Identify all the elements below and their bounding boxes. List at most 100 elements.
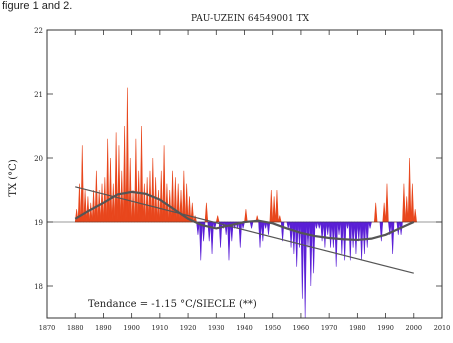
plot-area: [47, 87, 442, 319]
smoothed-trend-curve: [74, 190, 415, 242]
negative-anomaly-band: [266, 221, 271, 235]
y-tick-label: 19: [34, 219, 43, 227]
x-tick-label: 1970: [321, 324, 338, 332]
positive-anomaly-band: [204, 202, 209, 223]
positive-anomaly-band: [176, 183, 180, 223]
x-tick-label: 1950: [264, 324, 281, 332]
positive-anomaly-band: [105, 138, 110, 223]
negative-anomaly-band: [238, 221, 242, 248]
negative-anomaly-band: [348, 221, 353, 261]
negative-anomaly-band: [334, 221, 338, 267]
positive-anomaly-band: [413, 209, 417, 223]
positive-anomaly-band: [405, 196, 409, 223]
positive-anomaly-band: [91, 189, 96, 223]
positive-anomaly-band: [122, 125, 127, 223]
positive-anomaly-band: [136, 170, 141, 223]
x-tick-label: 1870: [39, 324, 56, 332]
x-tick-label: 1910: [152, 324, 169, 332]
x-tick-label: 1980: [349, 324, 366, 332]
negative-anomaly-band: [227, 221, 231, 261]
y-tick-label: 22: [34, 27, 43, 35]
negative-anomaly-band: [314, 221, 319, 229]
positive-anomaly-band: [173, 177, 178, 223]
negative-anomaly-band: [207, 221, 211, 242]
positive-anomaly-band: [103, 177, 107, 223]
x-tick-label: 1880: [67, 324, 84, 332]
negative-anomaly-band: [309, 221, 313, 287]
positive-anomaly-band: [74, 209, 79, 223]
positive-anomaly-band: [142, 183, 147, 223]
negative-anomaly-band: [362, 221, 367, 255]
positive-anomaly-band: [94, 170, 99, 223]
positive-anomaly-band: [244, 209, 248, 223]
x-tick-label: 2000: [406, 324, 423, 332]
positive-anomaly-band: [153, 177, 158, 223]
negative-anomaly-band: [368, 221, 372, 229]
negative-anomaly-band: [280, 221, 285, 242]
negative-anomaly-band: [357, 221, 361, 242]
x-tick-label: 1890: [95, 324, 112, 332]
negative-anomaly-band: [289, 221, 293, 248]
positive-anomaly-band: [179, 189, 183, 223]
negative-anomaly-band: [337, 221, 341, 235]
positive-anomaly-band: [162, 145, 166, 223]
trend-annotation: Tendance = -1.15 °C/SIECLE (**): [88, 299, 257, 310]
positive-anomaly-band: [385, 183, 389, 223]
negative-anomaly-band: [365, 221, 369, 248]
positive-anomaly-band: [88, 202, 93, 223]
positive-anomaly-band: [117, 145, 121, 223]
negative-anomaly-band: [342, 221, 347, 261]
positive-anomaly-band: [402, 183, 406, 223]
positive-anomaly-band: [382, 202, 386, 223]
negative-anomaly-band: [292, 221, 296, 255]
positive-anomaly-band: [145, 177, 149, 223]
y-tick-label: 21: [34, 91, 43, 99]
negative-anomaly-band: [351, 221, 355, 248]
negative-anomaly-band: [331, 221, 336, 248]
positive-anomaly-band: [131, 189, 135, 223]
positive-anomaly-band: [277, 215, 282, 223]
negative-anomaly-band: [249, 221, 254, 229]
negative-anomaly-band: [261, 221, 265, 242]
positive-anomaly-band: [128, 157, 132, 223]
linear-trend-line: [75, 186, 414, 274]
axes: 1870 1880 1890 1900 1910 1920 1930 1940 1950 1960…: [34, 27, 450, 332]
negative-anomaly-band: [224, 221, 228, 235]
negative-anomaly-band: [390, 221, 395, 255]
negative-anomaly-band: [317, 221, 322, 229]
y-tick-label: 18: [34, 283, 43, 291]
positive-anomaly-band: [170, 170, 175, 223]
negative-anomaly-band: [325, 221, 330, 235]
y-tick-label: 20: [34, 155, 43, 163]
x-tick-label: 1940: [236, 324, 253, 332]
negative-anomaly-band: [303, 221, 307, 319]
negative-anomaly-band: [320, 221, 324, 242]
positive-anomaly-band: [373, 202, 378, 223]
positive-anomaly-band: [139, 125, 144, 223]
positive-anomaly-band: [80, 145, 84, 223]
negative-anomaly-band: [328, 221, 333, 248]
negative-anomaly-band: [218, 221, 223, 248]
chart-title: PAU-UZEIN 64549001 TX: [191, 14, 310, 24]
negative-anomaly-band: [345, 221, 350, 229]
positive-anomaly-band: [120, 170, 124, 223]
positive-anomaly-band: [134, 138, 138, 223]
negative-anomaly-band: [379, 221, 384, 242]
positive-anomaly-band: [159, 170, 163, 223]
positive-anomaly-band: [156, 189, 161, 223]
negative-anomaly-band: [199, 221, 203, 261]
x-tick-label: 1960: [293, 324, 310, 332]
positive-anomaly-band: [86, 196, 90, 223]
x-tick-label: 1930: [208, 324, 225, 332]
positive-anomaly-band: [410, 183, 415, 223]
positive-anomaly-band: [407, 157, 412, 223]
negative-anomaly-band: [359, 221, 364, 261]
positive-anomaly-band: [114, 132, 118, 223]
negative-anomaly-band: [354, 221, 358, 255]
negative-anomaly-band: [294, 221, 299, 267]
x-tick-label: 1900: [123, 324, 140, 332]
y-axis-label: TX (°C): [8, 159, 19, 197]
positive-anomaly-band: [269, 189, 274, 223]
